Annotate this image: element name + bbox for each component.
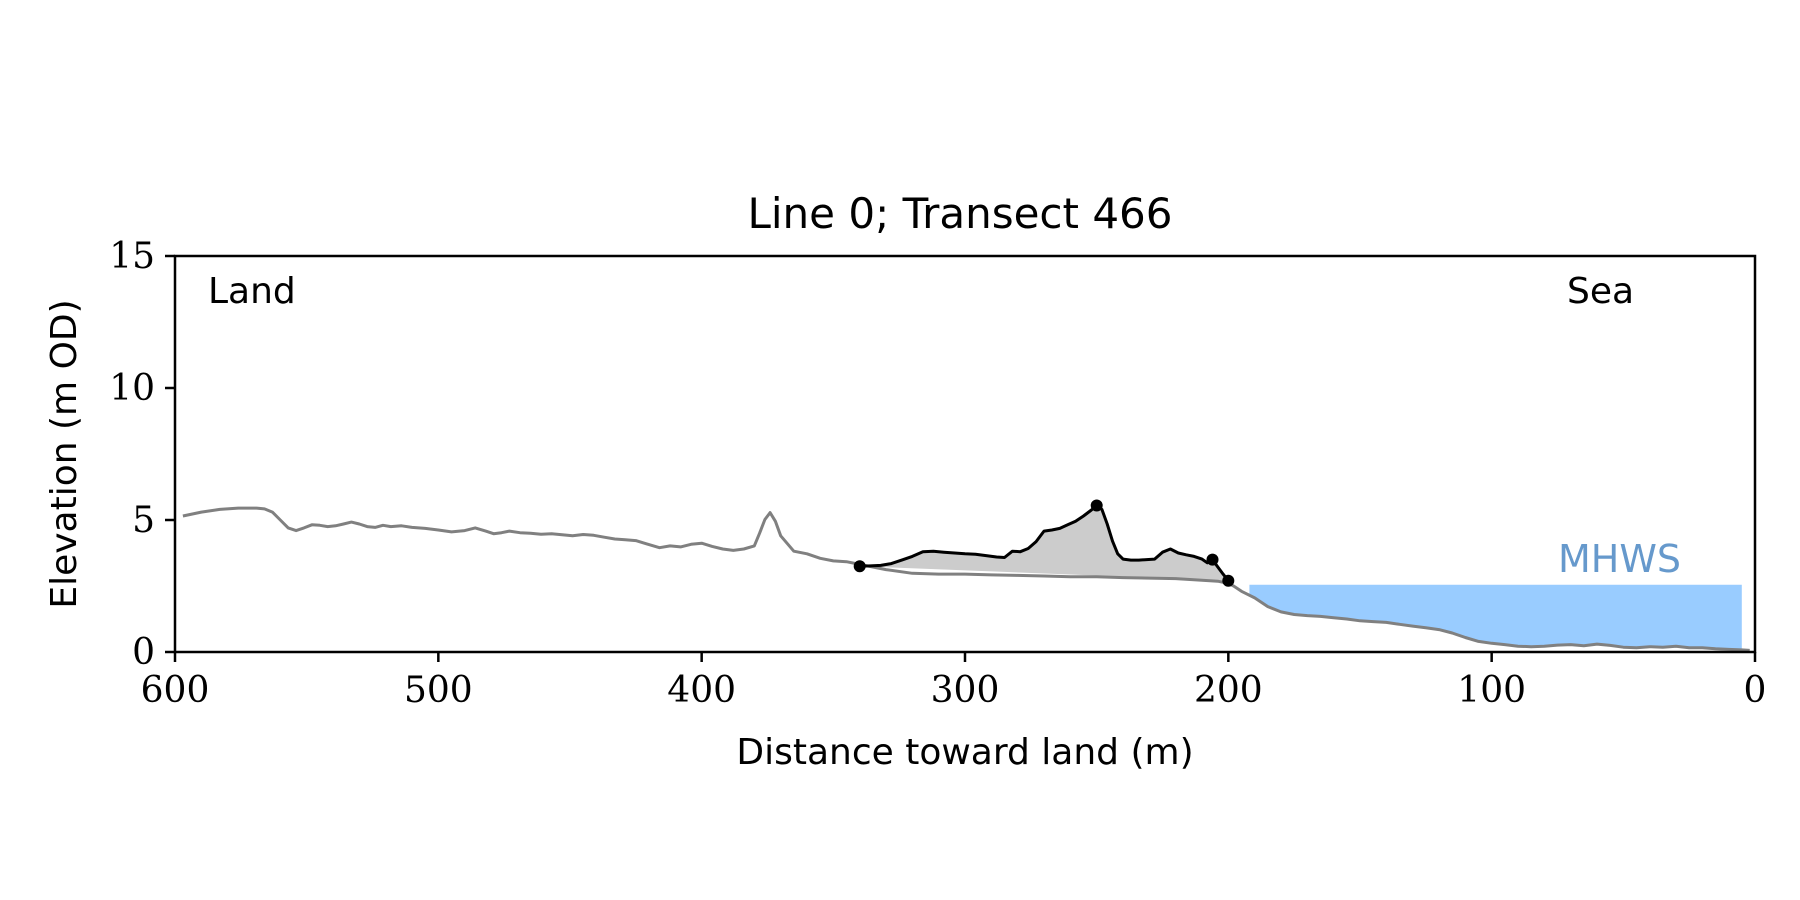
y-tick-label: 0 [132, 632, 155, 673]
y-tick-label: 10 [109, 368, 155, 409]
dune-marker [1206, 553, 1219, 566]
x-tick-label: 100 [1457, 670, 1526, 711]
sea-label: Sea [1567, 271, 1634, 312]
x-tick-label: 300 [931, 670, 1000, 711]
mhws-water-fill [1249, 584, 1742, 650]
y-tick-label: 15 [109, 236, 155, 277]
y-tick-label: 5 [132, 500, 155, 541]
dune-marker [1222, 574, 1235, 587]
x-tick-label: 200 [1194, 670, 1263, 711]
dune-marker [853, 560, 866, 573]
mhws-label: MHWS [1558, 537, 1681, 581]
dune-line [859, 504, 1230, 582]
x-axis: 600 500 400 300 200 100 0 [141, 652, 1767, 711]
x-tick-label: 400 [667, 670, 736, 711]
dune-marker [1090, 499, 1103, 512]
land-label: Land [208, 271, 296, 312]
profile-line [182, 506, 1750, 652]
x-tick-label: 0 [1744, 670, 1767, 711]
x-tick-label: 600 [141, 670, 210, 711]
dune-volume-fill [859, 505, 1229, 581]
plot-area [182, 499, 1750, 652]
y-axis: 0 5 10 15 [109, 236, 175, 673]
chart-title: Line 0; Transect 466 [747, 189, 1172, 238]
x-axis-label: Distance toward land (m) [736, 732, 1193, 773]
y-axis-label: Elevation (m OD) [44, 299, 85, 608]
x-tick-label: 500 [404, 670, 473, 711]
